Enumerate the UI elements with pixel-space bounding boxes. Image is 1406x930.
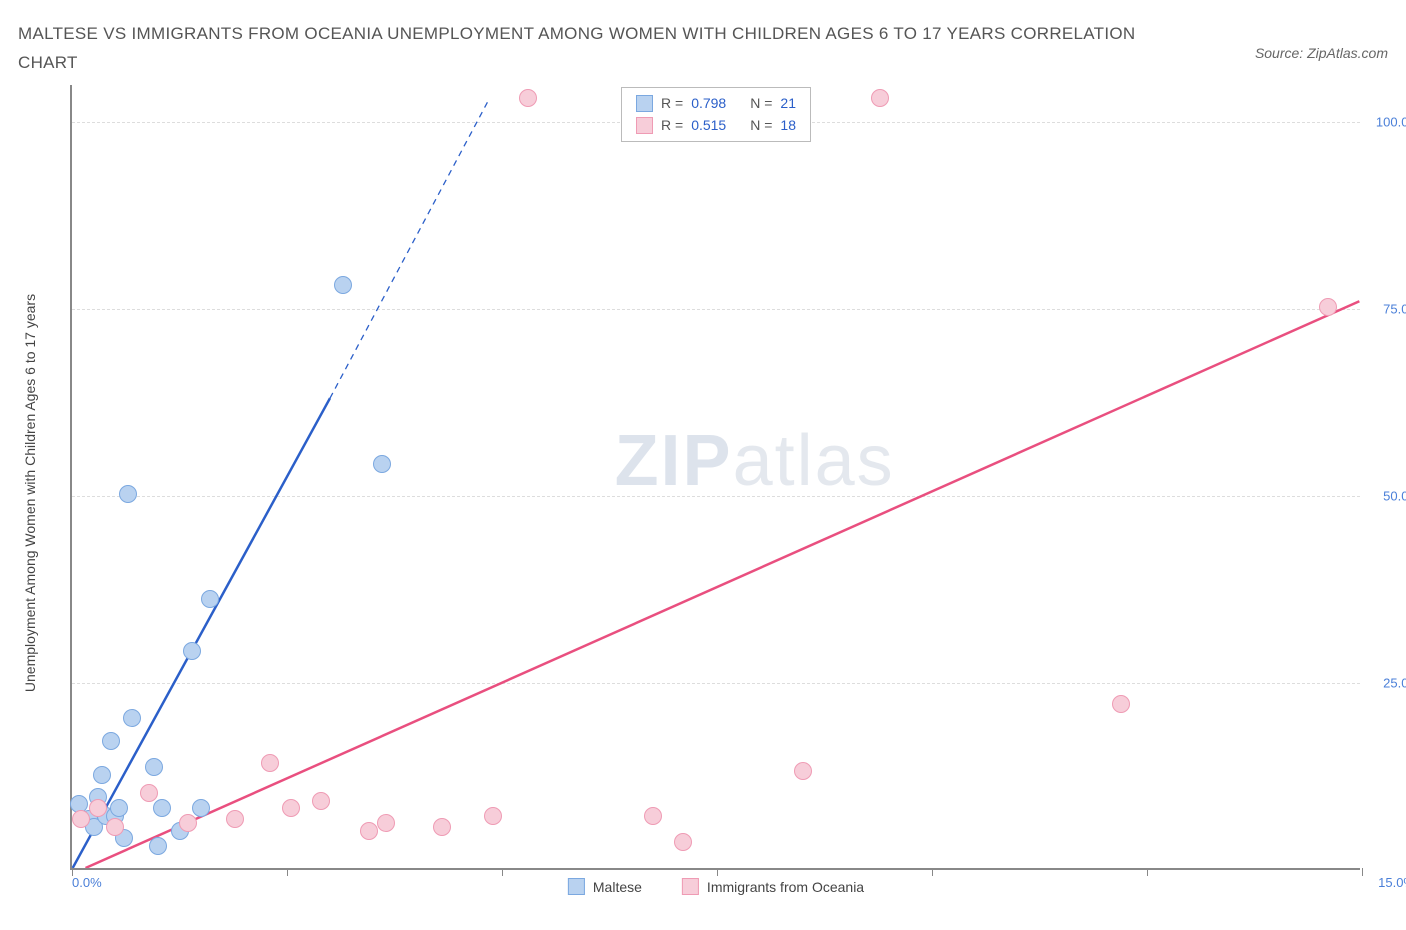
legend: Maltese Immigrants from Oceania xyxy=(568,878,864,895)
marker-oceania xyxy=(179,814,197,832)
y-tick-label: 50.0% xyxy=(1383,489,1406,504)
x-tick xyxy=(932,868,933,876)
gridline xyxy=(72,683,1360,684)
marker-maltese xyxy=(334,276,352,294)
marker-oceania xyxy=(360,822,378,840)
marker-oceania xyxy=(106,818,124,836)
r-label: R = xyxy=(661,93,683,115)
marker-maltese xyxy=(192,799,210,817)
legend-label-2: Immigrants from Oceania xyxy=(707,879,864,895)
marker-oceania xyxy=(226,810,244,828)
x-tick xyxy=(502,868,503,876)
marker-oceania xyxy=(1319,298,1337,316)
y-axis-label: Unemployment Among Women with Children A… xyxy=(22,293,38,691)
marker-oceania xyxy=(674,833,692,851)
marker-oceania xyxy=(282,799,300,817)
r-label: R = xyxy=(661,115,683,137)
marker-maltese xyxy=(183,642,201,660)
marker-maltese xyxy=(123,709,141,727)
legend-item-1: Maltese xyxy=(568,878,642,895)
y-tick-label: 100.0% xyxy=(1376,115,1406,130)
marker-oceania xyxy=(519,89,537,107)
marker-maltese xyxy=(145,758,163,776)
marker-oceania xyxy=(261,754,279,772)
marker-maltese xyxy=(373,455,391,473)
marker-oceania xyxy=(1112,695,1130,713)
plot-area: ZIPatlas R = 0.798 N = 21 R = 0.515 N = … xyxy=(70,85,1360,870)
stats-row-1: R = 0.798 N = 21 xyxy=(636,93,796,115)
swatch-series-1 xyxy=(636,95,653,112)
marker-oceania xyxy=(377,814,395,832)
x-tick xyxy=(287,868,288,876)
marker-oceania xyxy=(433,818,451,836)
gridline xyxy=(72,496,1360,497)
marker-oceania xyxy=(72,810,90,828)
n-value-2: 18 xyxy=(780,115,796,137)
marker-maltese xyxy=(201,590,219,608)
marker-oceania xyxy=(89,799,107,817)
swatch-series-2 xyxy=(636,117,653,134)
chart-container: Unemployment Among Women with Children A… xyxy=(42,85,1382,900)
marker-maltese xyxy=(149,837,167,855)
marker-maltese xyxy=(93,766,111,784)
watermark: ZIPatlas xyxy=(615,420,895,502)
x-tick xyxy=(72,868,73,876)
marker-maltese xyxy=(102,732,120,750)
r-value-2: 0.515 xyxy=(691,115,726,137)
legend-swatch-1 xyxy=(568,878,585,895)
stats-box: R = 0.798 N = 21 R = 0.515 N = 18 xyxy=(621,87,811,142)
legend-label-1: Maltese xyxy=(593,879,642,895)
y-tick-label: 75.0% xyxy=(1383,302,1406,317)
marker-oceania xyxy=(140,784,158,802)
x-tick xyxy=(1147,868,1148,876)
n-value-1: 21 xyxy=(780,93,796,115)
marker-oceania xyxy=(794,762,812,780)
source-label: Source: ZipAtlas.com xyxy=(1255,45,1388,61)
x-tick-label-min: 0.0% xyxy=(72,875,102,890)
r-value-1: 0.798 xyxy=(691,93,726,115)
n-label: N = xyxy=(750,93,772,115)
legend-item-2: Immigrants from Oceania xyxy=(682,878,864,895)
marker-oceania xyxy=(484,807,502,825)
marker-oceania xyxy=(871,89,889,107)
n-label: N = xyxy=(750,115,772,137)
stats-row-2: R = 0.515 N = 18 xyxy=(636,115,796,137)
gridline xyxy=(72,309,1360,310)
marker-maltese xyxy=(110,799,128,817)
x-tick-label-max: 15.0% xyxy=(1378,875,1406,890)
legend-swatch-2 xyxy=(682,878,699,895)
marker-oceania xyxy=(312,792,330,810)
marker-oceania xyxy=(644,807,662,825)
x-tick xyxy=(717,868,718,876)
chart-title: MALTESE VS IMMIGRANTS FROM OCEANIA UNEMP… xyxy=(18,20,1138,78)
marker-maltese xyxy=(119,485,137,503)
x-tick xyxy=(1362,868,1363,876)
marker-maltese xyxy=(153,799,171,817)
y-tick-label: 25.0% xyxy=(1383,676,1406,691)
trend-lines-layer xyxy=(72,85,1360,868)
